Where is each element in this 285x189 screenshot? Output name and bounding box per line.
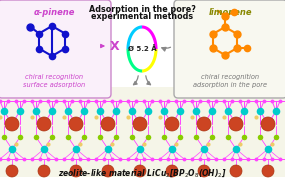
Circle shape bbox=[197, 117, 211, 131]
Circle shape bbox=[229, 117, 243, 131]
Circle shape bbox=[261, 117, 275, 131]
FancyArrowPatch shape bbox=[146, 76, 150, 85]
Text: limonene: limonene bbox=[209, 8, 252, 17]
Circle shape bbox=[5, 117, 19, 131]
Circle shape bbox=[37, 117, 51, 131]
Text: α-pinene: α-pinene bbox=[34, 8, 75, 17]
FancyArrowPatch shape bbox=[133, 76, 138, 85]
Text: chiral recognition
adsorption in the pore: chiral recognition adsorption in the por… bbox=[194, 74, 268, 88]
Text: X: X bbox=[110, 40, 120, 53]
FancyArrowPatch shape bbox=[162, 47, 170, 51]
Circle shape bbox=[198, 165, 210, 177]
Text: experimental methods: experimental methods bbox=[91, 12, 193, 21]
Circle shape bbox=[262, 165, 274, 177]
Circle shape bbox=[165, 117, 179, 131]
Circle shape bbox=[230, 165, 242, 177]
Circle shape bbox=[102, 165, 114, 177]
Circle shape bbox=[101, 117, 115, 131]
Circle shape bbox=[70, 165, 82, 177]
FancyBboxPatch shape bbox=[0, 0, 111, 98]
Circle shape bbox=[133, 117, 147, 131]
FancyBboxPatch shape bbox=[174, 0, 285, 98]
Circle shape bbox=[69, 117, 83, 131]
Text: Adsorption in the pore?: Adsorption in the pore? bbox=[89, 5, 196, 14]
Circle shape bbox=[166, 165, 178, 177]
Text: Ø 5.2 Å: Ø 5.2 Å bbox=[128, 45, 156, 53]
Text: zeolite-like material LiCu$_2$[BP$_2$O$_8$(OH)$_2$]: zeolite-like material LiCu$_2$[BP$_2$O$_… bbox=[58, 167, 227, 179]
Text: chiral recognition
surface adsorption: chiral recognition surface adsorption bbox=[23, 74, 86, 88]
Circle shape bbox=[134, 165, 146, 177]
Bar bbox=[0, 87, 285, 177]
Circle shape bbox=[38, 165, 50, 177]
Circle shape bbox=[6, 165, 18, 177]
